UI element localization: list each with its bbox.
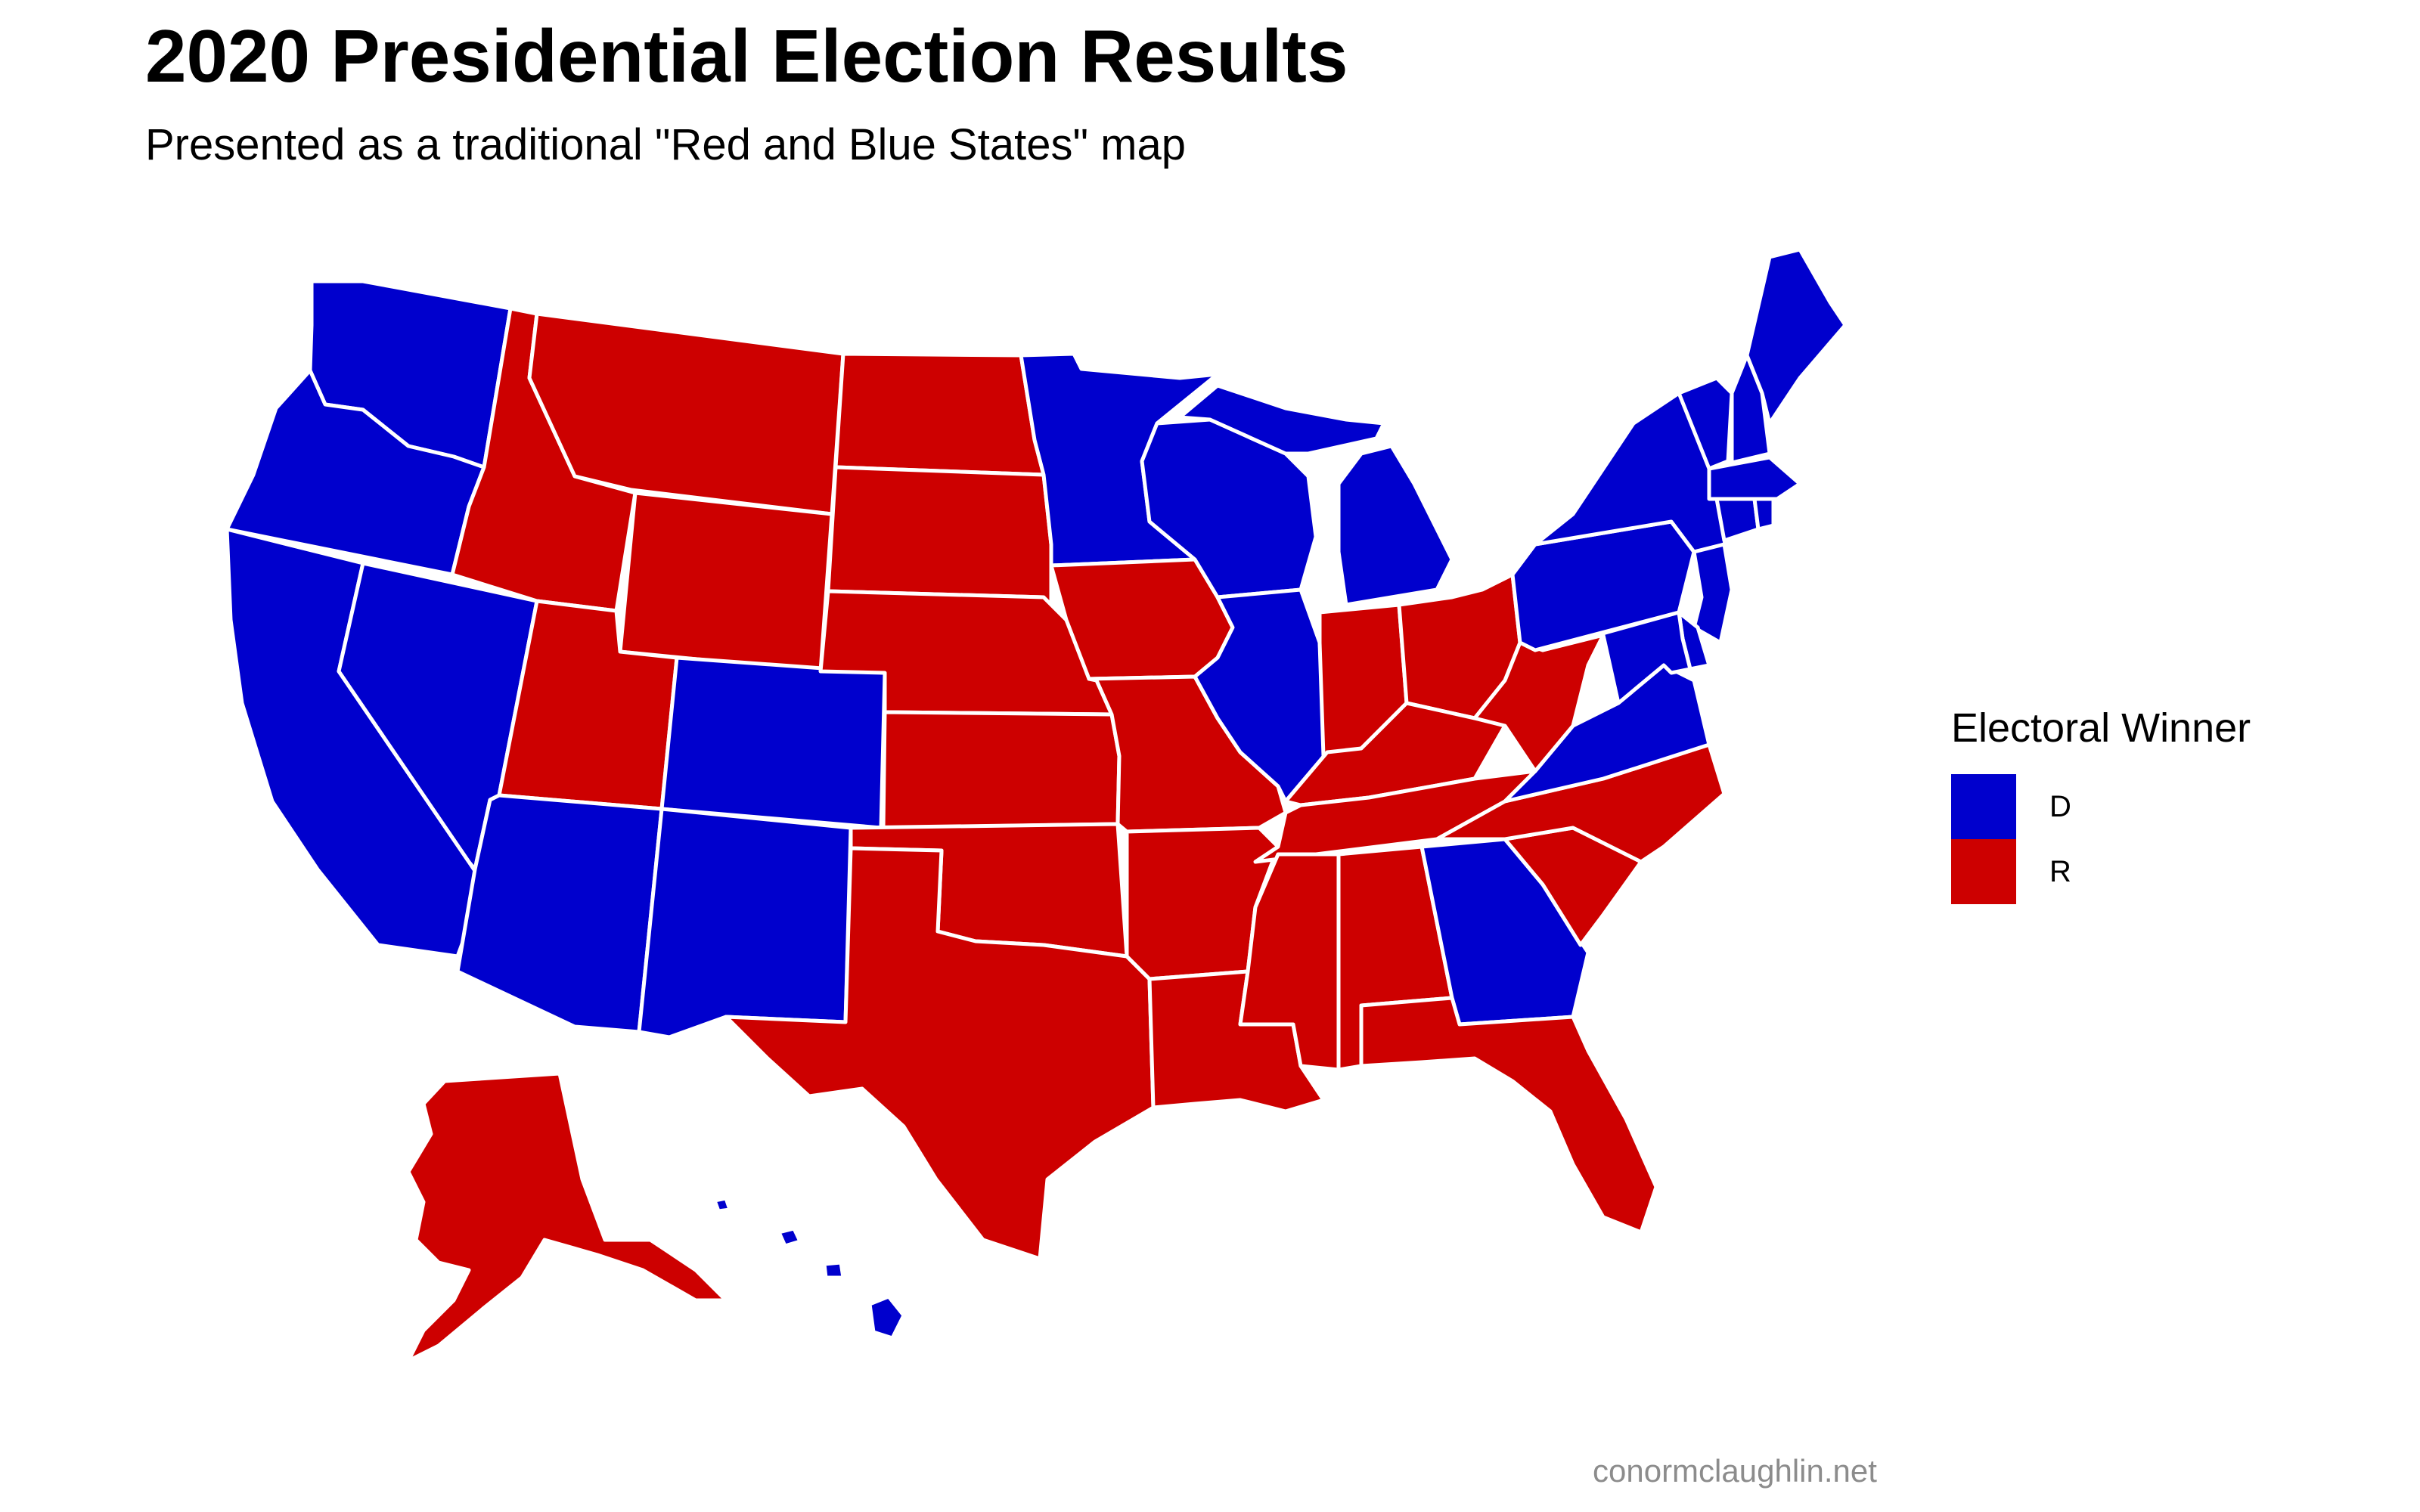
state-HI-4[interactable] (712, 1196, 732, 1213)
legend-title: Electoral Winner (1951, 705, 2251, 751)
state-WY[interactable] (618, 491, 834, 674)
state-MD[interactable] (1540, 610, 1692, 705)
legend-swatch-d (1951, 774, 2016, 839)
state-NJ[interactable] (1692, 542, 1734, 645)
state-ND[interactable] (833, 352, 1046, 477)
state-MI[interactable] (1336, 444, 1454, 607)
legend-item-r: R (1951, 839, 2251, 904)
legend-item-d: D (1951, 774, 2251, 839)
state-HI[interactable] (867, 1294, 906, 1340)
state-MI-UP[interactable] (1177, 383, 1386, 456)
state-CT[interactable] (1714, 497, 1761, 543)
state-HI-2[interactable] (822, 1260, 845, 1280)
state-ME[interactable] (1745, 247, 1848, 426)
state-FL[interactable] (1359, 996, 1658, 1235)
state-IL[interactable] (1193, 587, 1329, 804)
legend: Electoral Winner D R (1951, 705, 2251, 904)
map-title: 2020 Presidential Election Results (145, 14, 1348, 98)
state-TN[interactable] (1253, 769, 1537, 864)
state-AK[interactable] (406, 1071, 728, 1363)
source-caption: conormclaughlin.net (1593, 1453, 1877, 1489)
state-NH[interactable] (1730, 353, 1772, 465)
state-KS[interactable] (881, 710, 1122, 830)
state-MS[interactable] (1238, 852, 1341, 1072)
state-NM[interactable] (637, 807, 853, 1040)
state-WV[interactable] (1472, 633, 1606, 773)
legend-swatch-r (1951, 839, 2016, 904)
state-HI-3[interactable] (777, 1226, 802, 1248)
map-subtitle: Presented as a traditional "Red and Blue… (145, 120, 1186, 169)
state-MA[interactable] (1707, 455, 1802, 501)
state-TX[interactable] (724, 846, 1156, 1261)
state-SD[interactable] (826, 465, 1053, 613)
state-AZ[interactable] (455, 793, 664, 1034)
legend-label-r: R (2049, 854, 2071, 888)
state-CO[interactable] (659, 655, 887, 830)
legend-label-d: D (2049, 789, 2071, 823)
state-RI[interactable] (1752, 497, 1776, 531)
